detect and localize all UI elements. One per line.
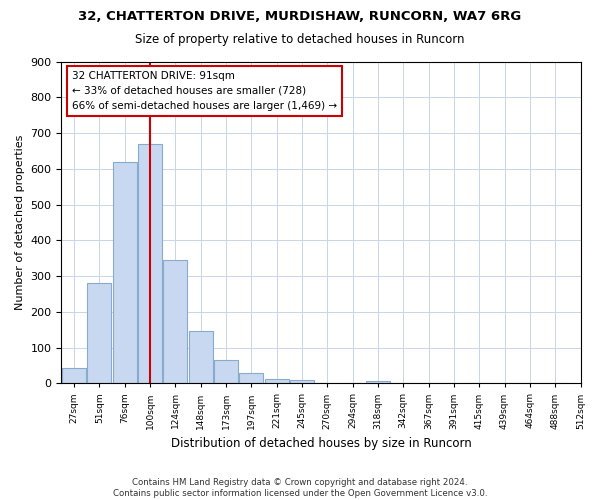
Text: 32 CHATTERTON DRIVE: 91sqm
← 33% of detached houses are smaller (728)
66% of sem: 32 CHATTERTON DRIVE: 91sqm ← 33% of deta…: [72, 71, 337, 111]
Y-axis label: Number of detached properties: Number of detached properties: [15, 134, 25, 310]
Bar: [239, 372, 263, 384]
Bar: [138, 144, 162, 384]
Text: Contains HM Land Registry data © Crown copyright and database right 2024.
Contai: Contains HM Land Registry data © Crown c…: [113, 478, 487, 498]
Bar: [62, 368, 86, 384]
Bar: [88, 283, 112, 384]
Bar: [214, 360, 238, 384]
Text: Size of property relative to detached houses in Runcorn: Size of property relative to detached ho…: [135, 32, 465, 46]
Text: 32, CHATTERTON DRIVE, MURDISHAW, RUNCORN, WA7 6RG: 32, CHATTERTON DRIVE, MURDISHAW, RUNCORN…: [79, 10, 521, 23]
X-axis label: Distribution of detached houses by size in Runcorn: Distribution of detached houses by size …: [170, 437, 472, 450]
Bar: [290, 380, 314, 384]
Bar: [113, 162, 137, 384]
Bar: [265, 379, 289, 384]
Bar: [366, 381, 390, 384]
Bar: [188, 330, 213, 384]
Bar: [163, 260, 187, 384]
